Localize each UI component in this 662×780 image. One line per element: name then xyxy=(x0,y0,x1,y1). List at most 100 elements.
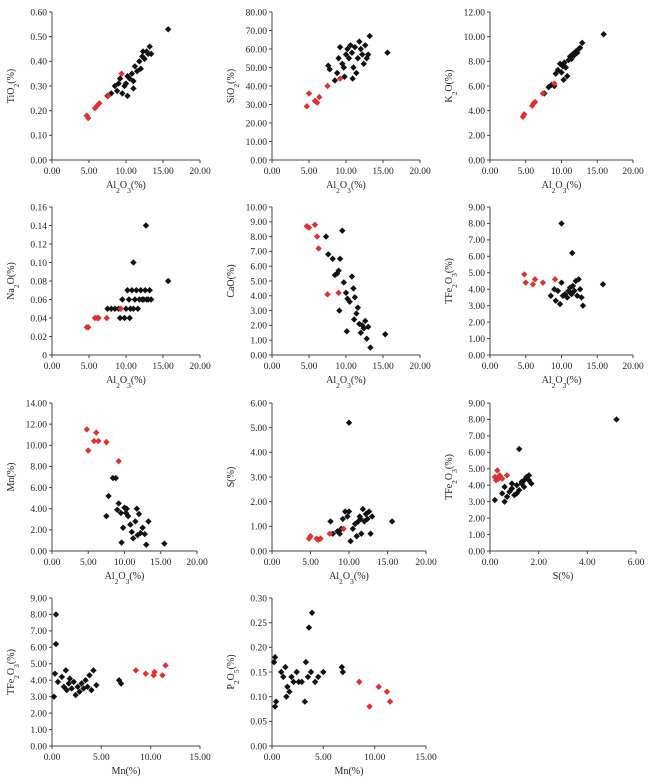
data-point-marker xyxy=(127,521,134,528)
data-point-marker xyxy=(491,496,499,504)
data-point-marker xyxy=(124,512,132,520)
series-black xyxy=(103,474,168,548)
data-point-marker xyxy=(146,287,153,294)
y-tick-label: 12.00 xyxy=(464,8,486,18)
y-tick-label: 6.00 xyxy=(250,399,267,409)
data-point-marker xyxy=(133,287,140,294)
data-point-marker xyxy=(93,429,100,436)
data-point-marker xyxy=(137,65,144,72)
data-point-marker xyxy=(134,305,142,312)
y-tick-label: 4.00 xyxy=(468,482,485,492)
data-point-marker xyxy=(558,279,565,286)
scatter-panel-7: 0.00 2.00 4.00 6.00 8.00 10.00 12.00 14.00 0.00 5… xyxy=(6,399,208,585)
y-tick-label: 0.00 xyxy=(250,351,267,361)
y-axis-label: TFe2O3(%) xyxy=(6,649,21,695)
data-point-marker xyxy=(317,535,324,542)
data-point-marker xyxy=(348,273,356,280)
x-axis-label: Al2O3(%) xyxy=(542,375,582,390)
data-point-marker xyxy=(282,663,289,671)
y-tick-label: 8.00 xyxy=(250,233,267,243)
series-red xyxy=(132,662,169,679)
data-point-marker xyxy=(539,90,547,97)
data-point-marker xyxy=(336,43,344,51)
y-tick-label: 4.00 xyxy=(250,292,267,302)
data-point-marker xyxy=(562,64,569,71)
y-tick-label: 80.00 xyxy=(246,8,268,18)
data-point-marker xyxy=(147,50,155,58)
data-point-marker xyxy=(103,438,110,446)
data-point-marker xyxy=(85,114,92,122)
y-tick-label: 70.00 xyxy=(246,27,268,37)
data-point-marker xyxy=(82,677,89,684)
series-black xyxy=(322,227,389,351)
x-tick-label: 5.00 xyxy=(81,167,98,177)
data-point-marker xyxy=(121,82,128,90)
data-point-marker xyxy=(353,69,360,77)
x-tick-label: 20.00 xyxy=(189,362,211,372)
data-point-marker xyxy=(363,335,370,342)
data-point-marker xyxy=(358,530,365,537)
data-point-marker xyxy=(388,518,396,525)
data-point-marker xyxy=(554,287,562,295)
data-point-marker xyxy=(350,64,357,71)
data-point-marker xyxy=(304,673,312,681)
data-point-marker xyxy=(324,291,331,298)
y-tick-label: 0.00 xyxy=(468,547,485,557)
y-axis-label: Mn(%) xyxy=(6,463,17,492)
y-axis-label: P2O5(%) xyxy=(226,654,241,689)
data-point-marker xyxy=(54,678,62,686)
series-black xyxy=(541,31,607,97)
y-tick-label: 10.00 xyxy=(246,203,268,213)
scatter-panel-6: 0.00 1.00 2.00 3.00 4.00 5.00 6.00 7.00 8.00 9.00… xyxy=(444,203,644,389)
data-point-marker xyxy=(561,290,569,298)
data-point-marker xyxy=(516,486,523,494)
data-point-marker xyxy=(508,480,516,487)
y-tick-label: 3.00 xyxy=(468,498,485,508)
data-point-marker xyxy=(516,445,523,453)
y-tick-label: 3.00 xyxy=(468,302,485,312)
data-point-marker xyxy=(384,49,391,56)
x-tick-label: 0.00 xyxy=(264,558,281,568)
x-axis-label: Al2O3(%) xyxy=(326,180,366,195)
y-tick-label: 0.05 xyxy=(250,718,267,728)
data-point-marker xyxy=(141,55,148,63)
y-tick-label: 2.00 xyxy=(30,526,47,536)
data-point-marker xyxy=(93,681,100,689)
data-point-marker xyxy=(525,472,533,479)
data-point-marker xyxy=(576,286,584,293)
data-point-marker xyxy=(353,310,360,317)
data-point-marker xyxy=(364,515,371,523)
y-tick-label: 0.00 xyxy=(468,156,485,166)
scatter-panel-1: 0.00 0.10 0.20 0.30 0.40 0.50 0.60 0.00 5.00 10.0… xyxy=(6,8,211,194)
data-point-marker xyxy=(124,92,131,100)
data-point-marker xyxy=(84,683,91,690)
data-point-marker xyxy=(131,296,139,303)
x-tick-label: 10.00 xyxy=(338,558,360,568)
y-tick-label: 6.00 xyxy=(468,253,485,263)
data-point-marker xyxy=(326,530,333,537)
data-point-marker xyxy=(137,529,144,537)
x-tick-label: 0.00 xyxy=(44,167,61,177)
y-tick-label: 2.00 xyxy=(468,514,485,524)
x-tick-label: 5.00 xyxy=(81,362,98,372)
y-tick-label: 4.00 xyxy=(468,107,485,117)
y-tick-label: 0.00 xyxy=(250,156,267,166)
data-point-marker xyxy=(305,90,313,97)
data-point-marker xyxy=(117,509,125,517)
data-point-marker xyxy=(130,259,137,266)
data-point-marker xyxy=(85,447,92,454)
data-point-marker xyxy=(347,42,354,49)
x-tick-label: 0.00 xyxy=(44,558,61,568)
data-point-marker xyxy=(91,105,99,112)
data-point-marker xyxy=(579,302,587,309)
data-point-marker xyxy=(85,324,92,331)
data-point-marker xyxy=(368,513,376,520)
x-axis-label: Mn(%) xyxy=(335,766,364,777)
data-point-marker xyxy=(83,426,90,433)
y-tick-label: 10.00 xyxy=(464,33,486,43)
data-point-marker xyxy=(566,53,574,60)
data-point-marker xyxy=(132,518,139,525)
y-tick-label: 40.00 xyxy=(246,82,268,92)
data-point-marker xyxy=(132,667,140,674)
data-point-marker xyxy=(293,668,300,676)
